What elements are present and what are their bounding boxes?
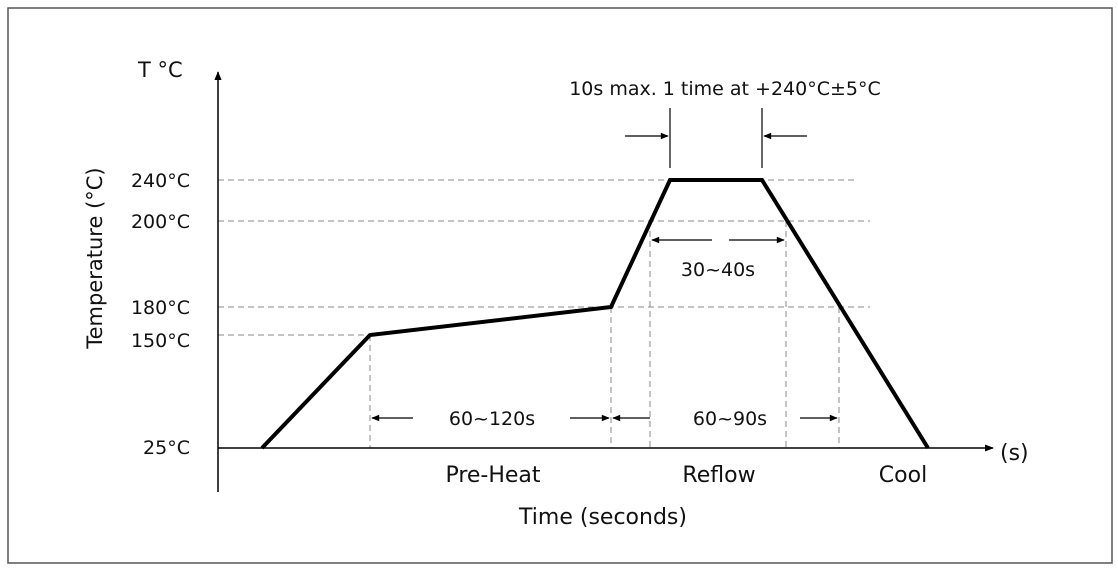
tick-label-200: 200°C [131,211,190,233]
y-axis-label: Temperature (°C) [83,167,107,349]
diagram-border [7,7,1113,564]
y-axis-title: T °C [137,58,183,82]
time-above-180-label: 60~90s [693,408,767,430]
vertical-guides [369,221,840,448]
tick-label-240: 240°C [131,170,190,192]
tick-label-25: 25°C [143,437,190,459]
tick-label-180: 180°C [131,297,190,319]
tick-label-150: 150°C [131,330,190,352]
time-above-200-label: 30~40s [681,259,755,281]
x-axis-label: Time (seconds) [518,505,687,530]
x-axis-unit: (s) [1000,441,1029,466]
reflow-profile-curve [260,178,930,450]
phase-preheat-label: Pre-Heat [445,463,540,488]
horizontal-guides [218,179,870,336]
preheat-duration-label: 60~120s [449,408,535,430]
peak-note: 10s max. 1 time at +240°C±5°C [569,78,881,100]
phase-cool-label: Cool [879,463,927,488]
phase-reflow-label: Reflow [682,463,755,488]
